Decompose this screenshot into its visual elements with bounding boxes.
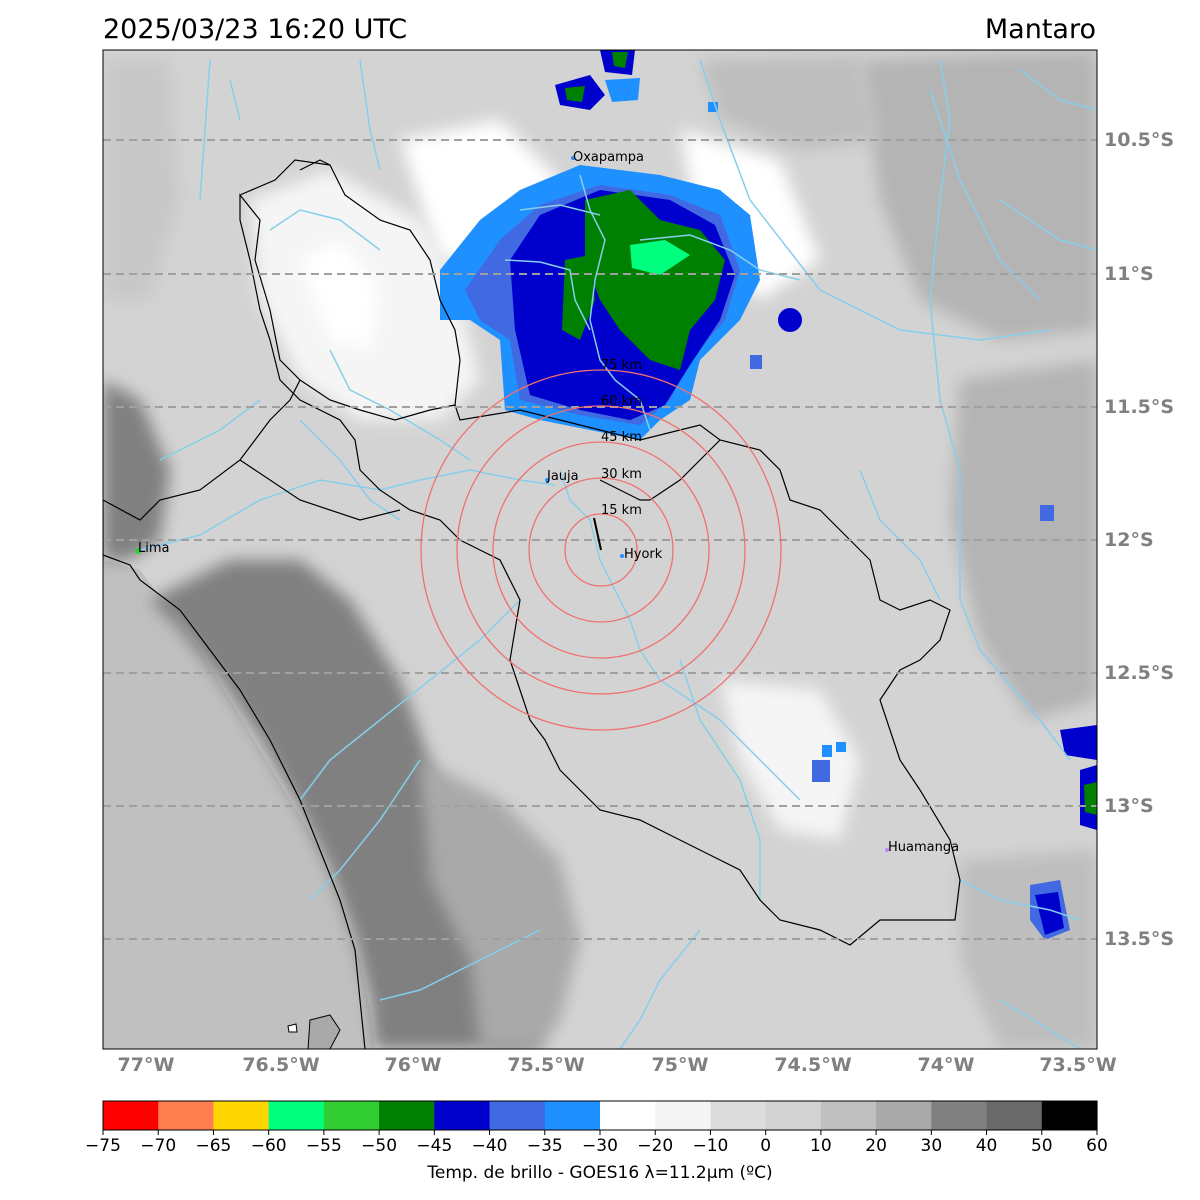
lat-label-12s: 12°S	[1104, 529, 1154, 551]
colorbar-segment	[931, 1101, 988, 1130]
lat-label-13-5s: 13.5°S	[1104, 928, 1175, 950]
colorbar-segment	[434, 1101, 491, 1130]
colorbar-segment	[268, 1101, 325, 1130]
ring-label-45km: 45 km	[601, 430, 642, 445]
colorbar-tick-label: 30	[920, 1136, 943, 1156]
colorbar-tick-label: −50	[361, 1136, 398, 1156]
lon-label-76w: 76°W	[384, 1054, 442, 1076]
colorbar-tick-label: 60	[1086, 1136, 1108, 1156]
city-marker-huamanga	[885, 848, 889, 852]
colorbar	[102, 1101, 1098, 1135]
colorbar-tick-label: −65	[195, 1136, 232, 1156]
colorbar-segment	[103, 1101, 159, 1130]
colorbar-tick-label: −35	[526, 1136, 563, 1156]
ring-label-30km: 30 km	[601, 467, 642, 482]
city-label-jauja: Jauja	[546, 469, 579, 484]
city-label-lima: Lima	[138, 541, 169, 556]
lon-label-75-5w: 75.5°W	[507, 1054, 585, 1076]
map-frame	[102, 49, 1098, 1050]
colorbar-segment	[655, 1101, 712, 1130]
convective-cloud-complex	[440, 50, 1097, 940]
colorbar-tick-label: −45	[416, 1136, 453, 1156]
colorbar-tick-label: −55	[305, 1136, 342, 1156]
colorbar-tick-label: −40	[471, 1136, 508, 1156]
ring-label-75km: 75 km	[601, 358, 642, 373]
colorbar-tick-label: −60	[250, 1136, 287, 1156]
colorbar-label: Temp. de brillo - GOES16 λ=11.2μm (ºC)	[427, 1163, 773, 1183]
city-label-hyork: Hyork	[624, 547, 663, 562]
colorbar-tick-label: −30	[582, 1136, 618, 1156]
basin-boundary	[103, 159, 961, 1049]
lat-label-11-5s: 11.5°S	[1104, 396, 1175, 418]
ring-label-60km: 60 km	[601, 394, 642, 409]
brightness-temperature-field: 15 km 30 km 45 km 60 km 75 km Oxapampa J…	[103, 50, 1097, 1049]
city-label-huamanga: Huamanga	[888, 840, 959, 855]
lon-label-76-5w: 76.5°W	[242, 1054, 320, 1076]
colorbar-segment	[489, 1101, 546, 1130]
lat-label-12-5s: 12.5°S	[1104, 662, 1175, 684]
lon-label-75w: 75°W	[651, 1054, 709, 1076]
city-marker-oxapampa	[571, 156, 575, 160]
colorbar-tick-label: 0	[760, 1136, 772, 1156]
city-marker-lima	[135, 548, 141, 554]
lat-label-13s: 13°S	[1104, 795, 1154, 817]
lon-label-74-5w: 74.5°W	[774, 1054, 852, 1076]
colorbar-tick-label: 20	[865, 1136, 887, 1156]
colorbar-segment	[379, 1101, 435, 1130]
colorbar-tick-label: −10	[692, 1136, 729, 1156]
city-marker-jauja	[545, 478, 549, 482]
colorbar-segment	[544, 1101, 601, 1130]
map-title-datetime: 2025/03/23 16:20 UTC	[103, 14, 408, 45]
colorbar-segment	[876, 1101, 932, 1130]
range-rings	[420, 369, 782, 731]
lon-label-73-5w: 73.5°W	[1039, 1054, 1117, 1076]
ring-label-15km: 15 km	[601, 503, 642, 518]
colorbar-segment	[158, 1101, 215, 1130]
lat-label-11s: 11°S	[1104, 263, 1154, 285]
colorbar-segment	[820, 1101, 877, 1130]
colorbar-tick-label: 10	[810, 1136, 832, 1156]
lon-label-74w: 74°W	[917, 1054, 975, 1076]
colorbar-tick-label: −70	[140, 1136, 177, 1156]
colorbar-tick-label: 50	[1030, 1136, 1053, 1156]
colorbar-segment	[323, 1101, 380, 1130]
lon-label-77w: 77°W	[117, 1054, 175, 1076]
colorbar-segment	[213, 1101, 270, 1130]
radar-beam-marker	[593, 517, 602, 551]
colorbar-segment	[1041, 1101, 1098, 1130]
lat-label-10-5s: 10.5°S	[1104, 129, 1175, 151]
city-label-oxapampa: Oxapampa	[573, 150, 644, 165]
colorbar-frame	[102, 1100, 1098, 1131]
city-marker-hyork	[620, 554, 624, 558]
colorbar-segment	[986, 1101, 1043, 1130]
colorbar-tick-label: −20	[637, 1136, 674, 1156]
map-title-region: Mantaro	[984, 14, 1096, 45]
colorbar-tick-label: −75	[85, 1136, 121, 1156]
colorbar-segment	[765, 1101, 822, 1130]
colorbar-segment	[710, 1101, 767, 1130]
latitude-gridlines	[103, 139, 1097, 940]
colorbar-segment	[600, 1101, 656, 1130]
colorbar-tick-label: 40	[975, 1136, 998, 1156]
